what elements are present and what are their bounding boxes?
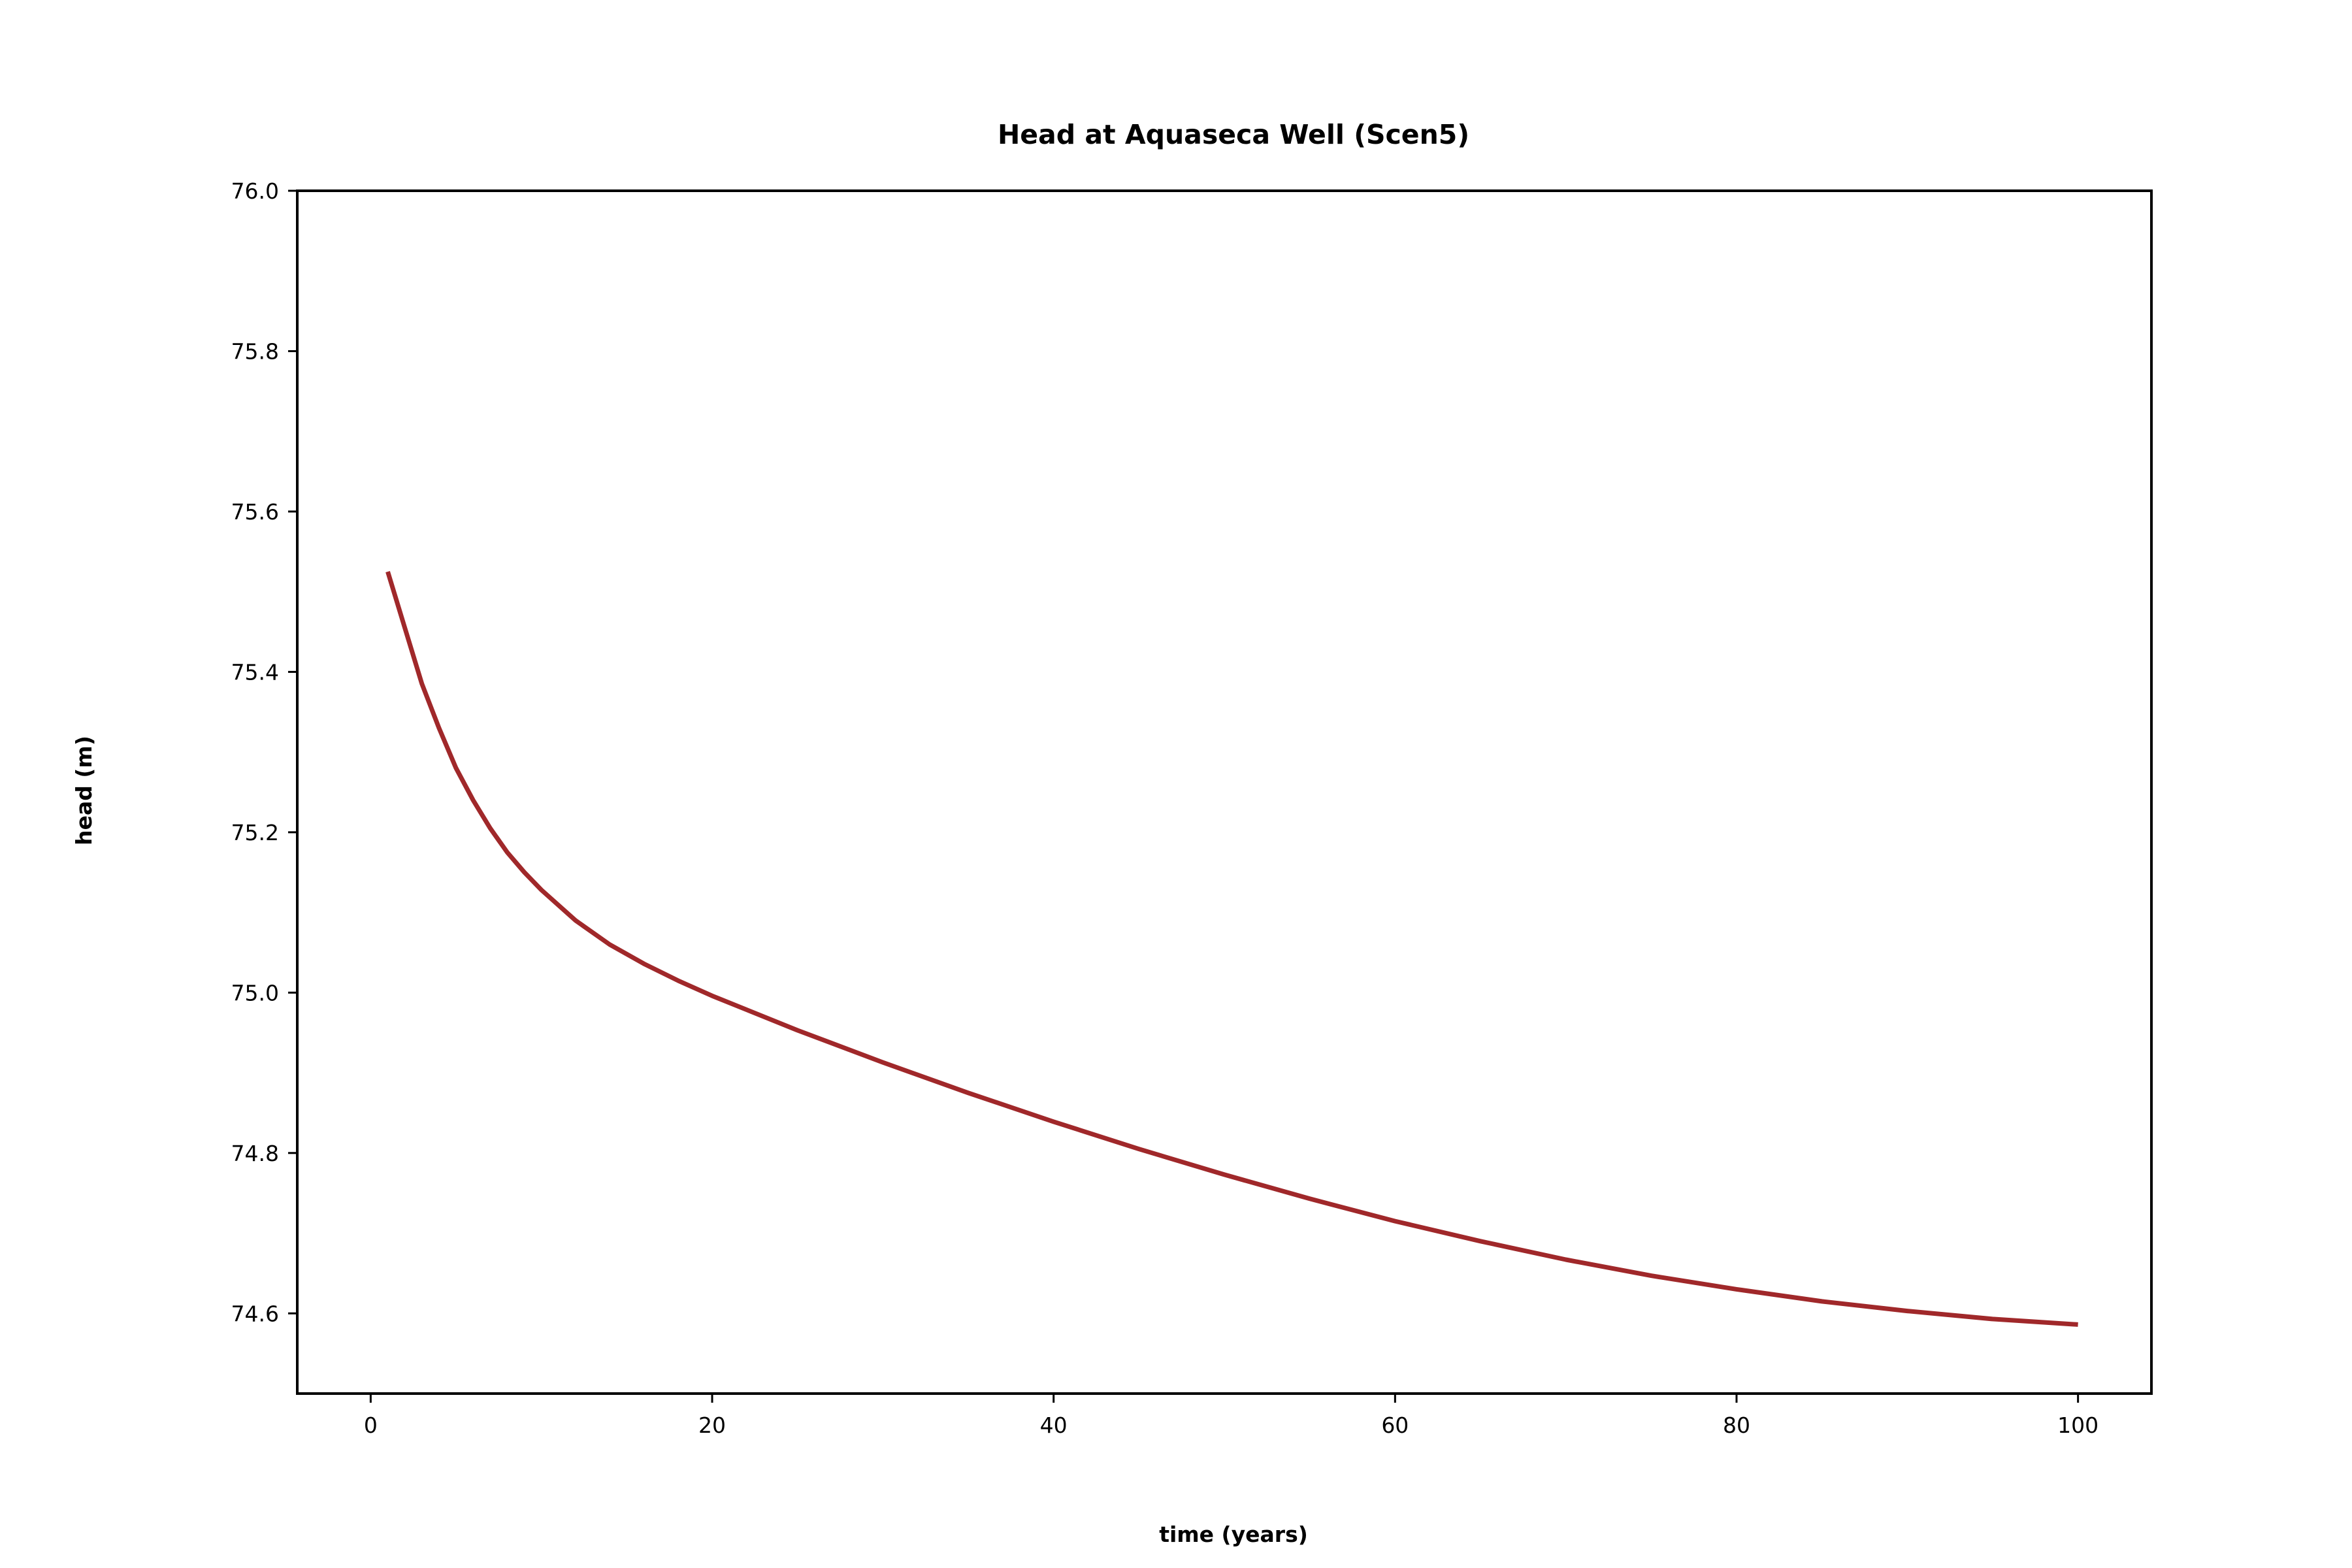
- y-tick-label: 75.6: [231, 499, 279, 525]
- axes-frame: [296, 189, 2153, 1395]
- x-tick-label: 20: [698, 1413, 726, 1438]
- y-tick-label: 75.4: [231, 659, 279, 685]
- y-tick-label: 75.8: [231, 338, 279, 364]
- y-tick-label: 76.0: [231, 178, 279, 204]
- y-tick-label: 75.0: [231, 980, 279, 1005]
- y-tick-label: 74.8: [231, 1141, 279, 1166]
- x-tick-label: 0: [364, 1413, 378, 1438]
- plot-area: [385, 570, 2078, 1327]
- x-tick-label: 40: [1040, 1413, 1068, 1438]
- y-axis: 74.6 74.8 75.0 75.2 75.4 75.6 75.8 76.0: [231, 178, 297, 1326]
- y-tick-label: 75.2: [231, 820, 279, 845]
- x-tick-label: 60: [1381, 1413, 1409, 1438]
- x-axis: 0 20 40 60 80 100: [364, 1394, 2099, 1438]
- y-axis-label: head (m): [71, 736, 97, 845]
- chart-title: Head at Aquaseca Well (Scen5): [998, 119, 1469, 150]
- x-tick-label: 80: [1723, 1413, 1750, 1438]
- x-tick-label: 100: [2057, 1413, 2099, 1438]
- y-tick-label: 74.6: [231, 1301, 279, 1326]
- series-line-1: [385, 570, 2078, 1327]
- x-axis-label: time (years): [1159, 1522, 1308, 1547]
